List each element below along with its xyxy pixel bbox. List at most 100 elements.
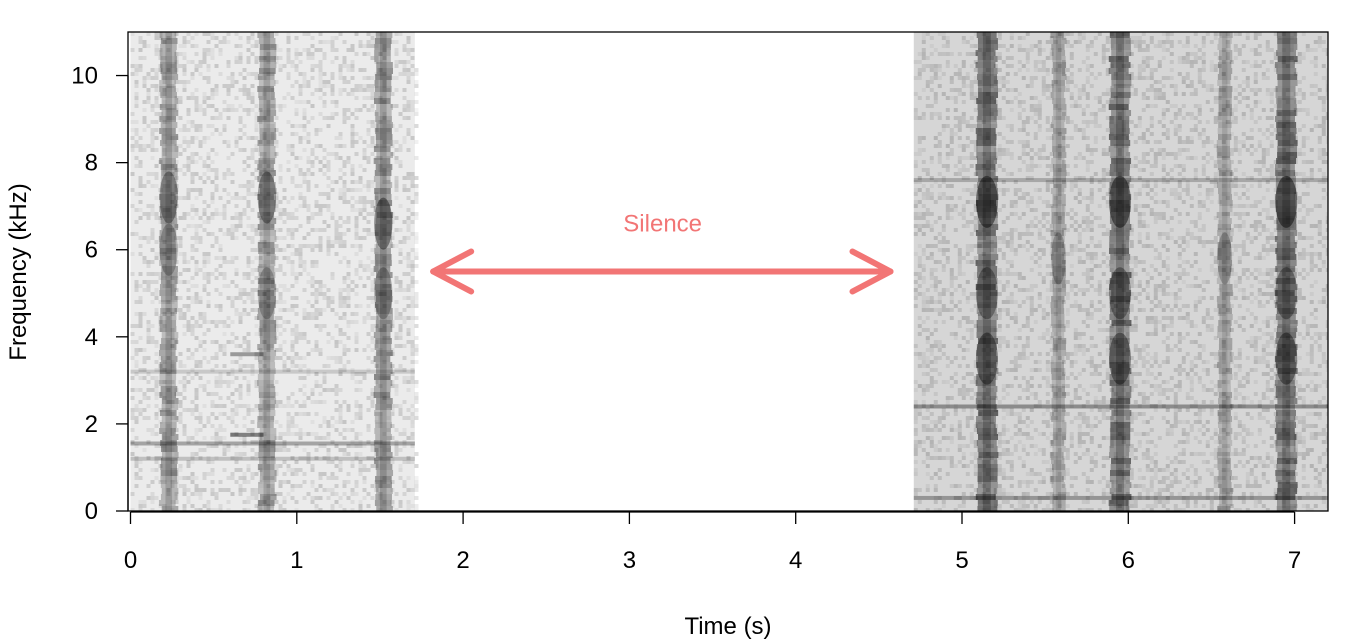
noise-cell: [382, 256, 387, 260]
noise-cell: [294, 352, 299, 356]
noise-cell: [282, 500, 287, 504]
vertical-band-cell: [376, 506, 393, 511]
noise-cell: [949, 80, 954, 84]
noise-cell: [921, 184, 926, 188]
noise-cell: [158, 380, 163, 384]
noise-cell: [1041, 508, 1046, 511]
noise-cell: [154, 340, 159, 344]
noise-cell: [957, 496, 962, 500]
noise-cell: [1037, 448, 1042, 452]
noise-cell: [1057, 32, 1062, 36]
noise-cell: [358, 304, 363, 308]
noise-cell: [1045, 332, 1050, 336]
noise-cell: [286, 120, 291, 124]
noise-cell: [198, 448, 203, 452]
noise-cell: [226, 232, 231, 236]
noise-cell: [174, 56, 179, 60]
noise-cell: [146, 76, 151, 80]
noise-cell: [142, 120, 147, 124]
noise-cell: [1049, 416, 1054, 420]
noise-cell: [1021, 288, 1026, 292]
noise-cell: [406, 116, 411, 120]
noise-cell: [318, 40, 323, 44]
noise-cell: [266, 100, 271, 104]
noise-cell: [961, 64, 966, 68]
noise-cell: [166, 228, 171, 232]
vertical-band-cell: [376, 350, 393, 356]
noise-cell: [294, 324, 299, 328]
noise-cell: [961, 392, 966, 396]
vertical-band-cell: [259, 476, 277, 482]
noise-cell: [290, 196, 295, 200]
noise-cell: [925, 192, 930, 196]
noise-cell: [150, 140, 155, 144]
noise-cell: [410, 200, 415, 204]
noise-cell: [1049, 288, 1054, 292]
noise-cell: [921, 292, 926, 296]
noise-cell: [214, 188, 219, 192]
noise-cell: [937, 292, 942, 296]
noise-cell: [298, 100, 303, 104]
noise-cell: [402, 140, 407, 144]
noise-cell: [414, 304, 419, 308]
noise-cell: [246, 216, 251, 220]
noise-cell: [1029, 96, 1034, 100]
noise-cell: [921, 32, 926, 36]
noise-cell: [378, 440, 383, 444]
noise-cell: [997, 68, 1002, 72]
noise-cell: [170, 400, 175, 404]
noise-cell: [1013, 248, 1018, 252]
noise-cell: [394, 40, 399, 44]
noise-cell: [230, 72, 235, 76]
noise-cell: [410, 48, 415, 52]
noise-cell: [973, 428, 978, 432]
noise-cell: [969, 380, 974, 384]
noise-cell: [406, 508, 411, 511]
noise-cell: [218, 396, 223, 400]
noise-cell: [961, 36, 966, 40]
noise-cell: [214, 428, 219, 432]
noise-cell: [398, 124, 403, 128]
noise-cell: [194, 208, 199, 212]
noise-cell: [306, 492, 311, 496]
noise-cell: [174, 60, 179, 64]
noise-cell: [210, 468, 215, 472]
noise-cell: [246, 204, 251, 208]
noise-cell: [282, 64, 287, 68]
vertical-band-cell: [375, 218, 393, 224]
noise-cell: [1053, 340, 1058, 344]
noise-cell: [933, 488, 938, 492]
noise-cell: [929, 284, 934, 288]
noise-cell: [374, 324, 379, 328]
noise-cell: [322, 164, 327, 168]
noise-cell: [1001, 428, 1006, 432]
noise-cell: [146, 496, 151, 500]
noise-cell: [398, 404, 403, 408]
noise-cell: [382, 264, 387, 268]
noise-cell: [969, 36, 974, 40]
noise-cell: [206, 164, 211, 168]
noise-cell: [214, 36, 219, 40]
noise-cell: [973, 224, 978, 228]
noise-cell: [274, 464, 279, 468]
noise-cell: [238, 396, 243, 400]
noise-cell: [270, 140, 275, 144]
noise-cell: [206, 96, 211, 100]
noise-cell: [973, 376, 978, 380]
noise-cell: [917, 264, 922, 268]
vertical-band-cell: [375, 482, 392, 488]
noise-cell: [406, 40, 411, 44]
noise-cell: [969, 388, 974, 392]
noise-cell: [246, 348, 251, 352]
noise-cell: [174, 308, 179, 312]
noise-cell: [166, 76, 171, 80]
noise-cell: [206, 444, 211, 448]
noise-cell: [146, 100, 151, 104]
noise-cell: [977, 192, 982, 196]
noise-cell: [178, 96, 183, 100]
noise-cell: [953, 508, 958, 511]
noise-cell: [210, 96, 215, 100]
noise-cell: [182, 164, 187, 168]
noise-cell: [186, 304, 191, 308]
noise-cell: [242, 312, 247, 316]
